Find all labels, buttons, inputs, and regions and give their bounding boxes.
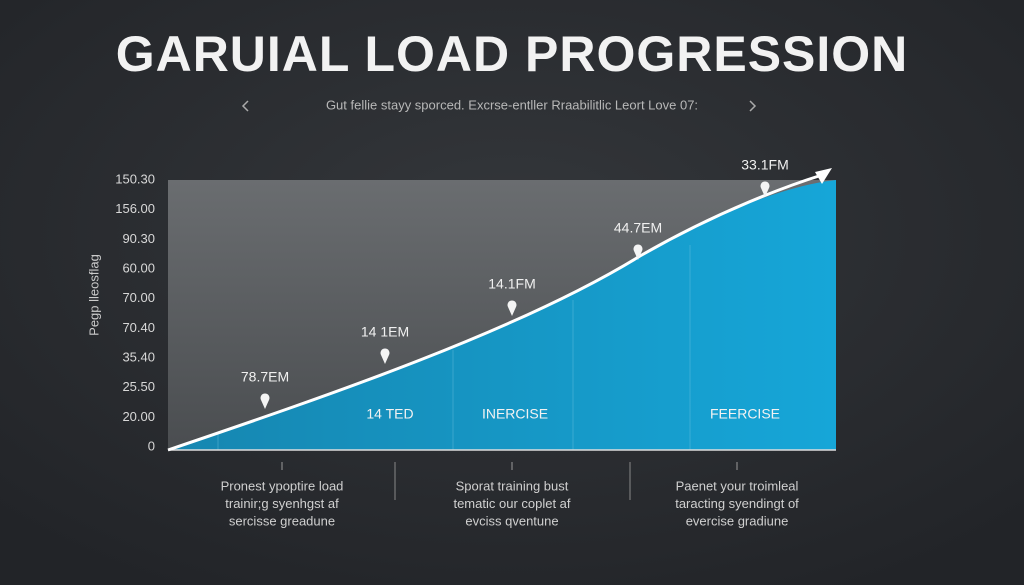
area [168,180,836,450]
note-line: trainir;g syenhgst af [225,496,339,511]
note-line: taracting syendingt of [675,496,799,511]
marker-pin [507,300,517,316]
note-line: sercisse greadune [229,513,335,528]
y-tick-label: 150.30 [115,171,155,186]
point-label: 14 1EM [361,324,409,340]
phase-label: INERCISE [482,406,548,422]
title: GARUIAL LOAD PROGRESSION [116,26,909,82]
note-line: Sporat training bust [456,478,569,493]
y-tick-label: 0 [148,438,155,453]
curve [167,173,823,452]
curve-arrowhead [815,168,832,184]
y-tick-label: 20.00 [122,409,155,424]
marker-pin [633,244,643,260]
y-tick-label: 90.30 [122,231,155,246]
dividers [217,245,691,450]
note-line: evercise gradiune [686,513,789,528]
point-label: 44.7EM [614,220,662,236]
point-label: 14.1FM [488,276,535,292]
note-line: Pronest ypoptire load [221,478,344,493]
phase-label: FEERCISE [710,406,780,422]
y-tick-label: 35.40 [122,349,155,364]
subtitle: Gut fellie stayy sporced. Excrse-entller… [326,97,698,112]
marker-pin [760,181,770,197]
y-axis-label: Pegp lleosflag [86,254,101,336]
point-label: 33.1FM [741,157,788,173]
y-tick-label: 70.00 [122,290,155,305]
marker-pin [380,348,390,364]
note-line: evciss qventune [465,513,558,528]
next-arrow[interactable] [749,100,757,112]
note-line: Paenet your troimleal [676,478,799,493]
y-tick-label: 25.50 [122,379,155,394]
phase-label: 14 TED [366,406,413,422]
y-tick-label: 156.00 [115,201,155,216]
note-line: tematic our coplet af [453,496,570,511]
marker-pin [260,393,270,409]
y-tick-label: 60.00 [122,260,155,275]
point-label: 78.7EM [241,369,289,385]
prev-arrow[interactable] [241,100,249,112]
y-tick-label: 70.40 [122,320,155,335]
